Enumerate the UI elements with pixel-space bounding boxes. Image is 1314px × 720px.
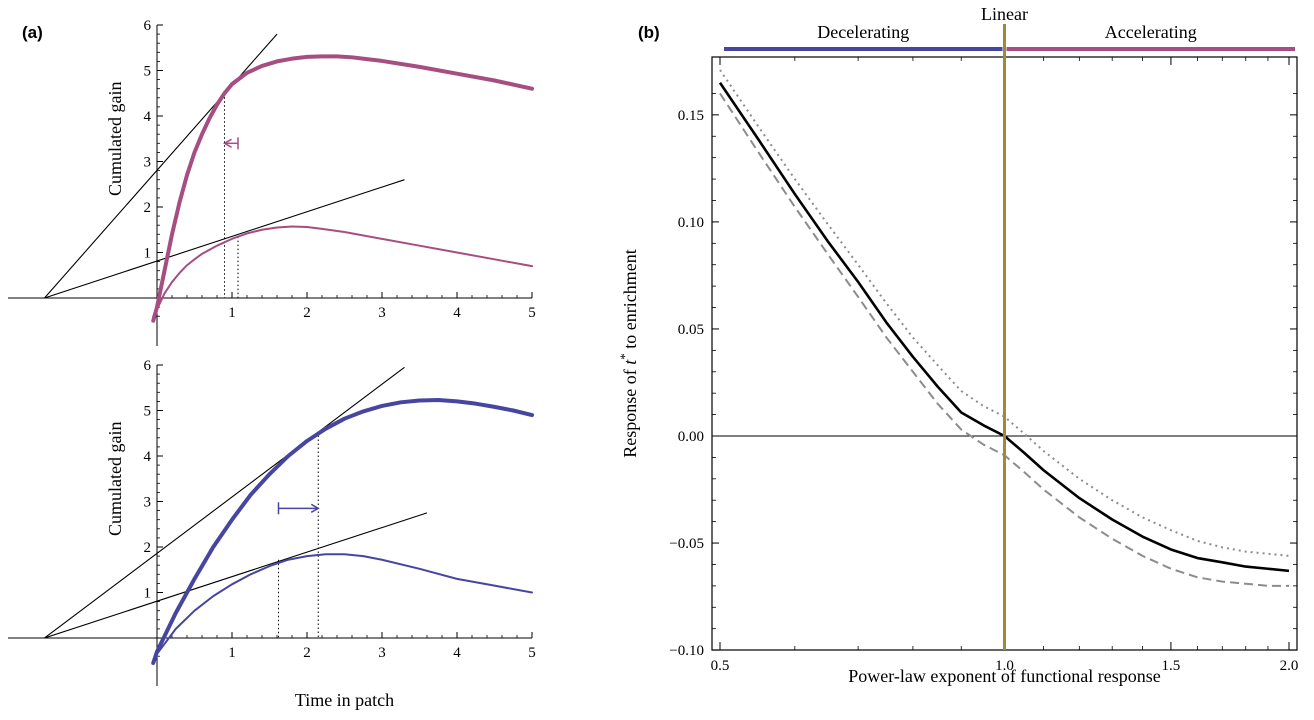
x-tick-label: 4	[453, 305, 461, 321]
response-curve-dashed	[719, 92, 1289, 587]
panel-label-a: (a)	[22, 23, 43, 42]
gain-curve-thin	[152, 553, 533, 665]
panel-label-b: (b)	[638, 23, 660, 42]
y-tick-label: 6	[144, 358, 152, 374]
tangent-line	[44, 512, 428, 639]
gain-curve-thin	[152, 225, 533, 318]
x-tick-label: 1	[228, 645, 236, 661]
y-tick-label: 6	[144, 18, 152, 34]
y-tick-label: 3	[144, 155, 152, 171]
x-tick-label: 4	[453, 645, 461, 661]
y-axis-label: Response of t* to enrichment	[617, 249, 640, 457]
x-axis-label: Time in patch	[295, 690, 394, 710]
region-label-decelerating: Decelerating	[817, 22, 909, 42]
y-tick-label: 5	[144, 64, 152, 80]
x-tick-label: 3	[378, 645, 386, 661]
y-tick-label: 1	[144, 586, 152, 602]
arrow-head	[222, 138, 232, 148]
x-tick-label: 2	[303, 305, 311, 321]
panel-b-chart: 0.15 0.10 0.05 0.00 −0.05 −0.10 0.5 1.0 1.5 2.0 De…	[617, 4, 1298, 686]
x-axis-label: Power-law exponent of functional respons…	[848, 666, 1161, 686]
y-tick-label: 5	[144, 404, 152, 420]
y-tick-label: 0.00	[678, 429, 704, 445]
tangent-line	[44, 179, 405, 299]
x-tick-label: 2	[303, 645, 311, 661]
x-tick-label: 3	[378, 305, 386, 321]
gain-curve-thick	[151, 54, 534, 323]
x-tick-label: 1.0	[995, 658, 1014, 674]
y-axis-label: Cumulated gain	[105, 82, 125, 196]
x-tick-label: 5	[528, 305, 536, 321]
y-tick-label: 0.10	[678, 215, 704, 231]
x-tick-label: 2.0	[1280, 658, 1299, 674]
tangent-line	[44, 33, 278, 299]
y-axis-label: Cumulated gain	[105, 422, 125, 536]
arrow-head	[310, 503, 320, 513]
response-curve-dotted	[719, 69, 1290, 557]
tangent-line	[44, 366, 405, 639]
gain-curve-thick	[151, 398, 534, 666]
y-tick-label: 0.15	[678, 108, 704, 124]
y-tick-label: 3	[144, 495, 152, 511]
y-tick-label: 2	[144, 540, 152, 556]
y-tick-label: −0.10	[669, 643, 704, 659]
x-tick-label: 5	[528, 645, 536, 661]
response-curve-solid	[718, 82, 1290, 573]
y-tick-label: 0.05	[678, 322, 704, 338]
y-tick-label: 1	[144, 246, 152, 262]
y-tick-label: 4	[144, 449, 152, 465]
x-tick-label: 1	[228, 305, 236, 321]
y-tick-label: 4	[144, 109, 152, 125]
x-tick-label: 0.5	[711, 658, 730, 674]
panel-a-top-chart: 1 2 3 4 5 1 2 3 4 5 6 Cumulated gain	[8, 18, 536, 346]
x-tick-label: 1.5	[1162, 658, 1181, 674]
y-tick-label: 2	[144, 200, 152, 216]
region-label-accelerating: Accelerating	[1105, 22, 1197, 42]
panel-a-bottom-chart: 1 2 3 4 5 1 2 3 4 5 6 Cumulated gain Time in patch	[8, 358, 536, 710]
y-tick-label: −0.05	[669, 536, 704, 552]
linear-label: Linear	[981, 4, 1028, 24]
